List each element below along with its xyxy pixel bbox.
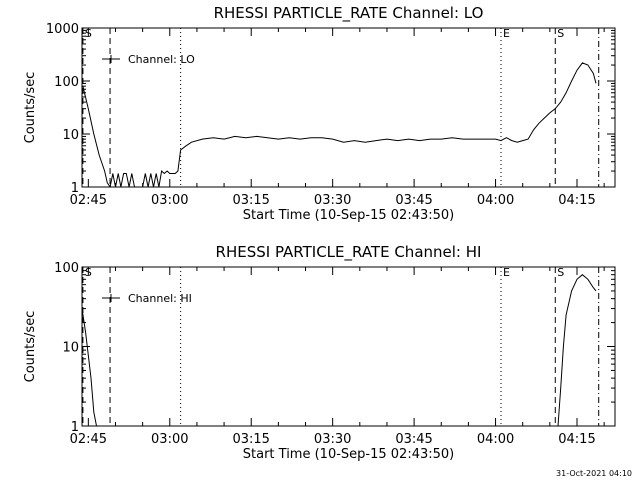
x-tick-label: 04:15 [558, 432, 595, 447]
x-tick-label: 04:00 [477, 432, 514, 447]
x-tick-label: 04:15 [558, 193, 595, 208]
event-marker-label: E [503, 266, 510, 279]
series-line-1 [82, 62, 597, 187]
x-tick-label: 02:45 [70, 432, 107, 447]
chart-panel-1: RHESSI PARTICLE_RATE Channel: LO 1 10 100 10… [23, 4, 616, 223]
y-tick-label: 100 [54, 75, 79, 90]
y-tick-label: 1000 [46, 22, 79, 37]
x-tick-label: 03:45 [395, 432, 432, 447]
legend-entry: Channel: HI [128, 292, 192, 305]
x-tick-label: 03:00 [151, 193, 188, 208]
x-tick-label: 03:45 [395, 193, 432, 208]
series-line-1 [82, 308, 97, 426]
y-axis-label: Counts/sec [23, 72, 38, 144]
x-tick-label: 04:00 [477, 193, 514, 208]
event-marker-label: S [557, 27, 564, 40]
event-marker-label: S [85, 27, 92, 40]
event-marker-label: S [557, 266, 564, 279]
y-tick-label: 1 [71, 420, 79, 435]
chart-title: RHESSI PARTICLE_RATE Channel: LO [214, 4, 484, 23]
legend-entry: Channel: LO [128, 53, 195, 66]
chart-title: RHESSI PARTICLE_RATE Channel: HI [216, 243, 482, 262]
event-marker-label: E [503, 27, 510, 40]
x-tick-label: 03:15 [232, 432, 269, 447]
x-axis-label: Start Time (10-Sep-15 02:43:50) [243, 447, 454, 462]
chart-panel-2: RHESSI PARTICLE_RATE Channel: HI 1 10 100 Co… [23, 243, 616, 462]
series-line-2 [557, 274, 597, 426]
x-axis-label: Start Time (10-Sep-15 02:43:50) [243, 208, 454, 223]
x-tick-label: 03:00 [151, 432, 188, 447]
y-tick-label: 10 [62, 128, 79, 143]
x-tick-label: 03:30 [314, 193, 351, 208]
y-tick-label: 1 [71, 181, 79, 196]
y-tick-label: 100 [54, 261, 79, 276]
footer-timestamp: 31-Oct-2021 04:10 [556, 469, 632, 478]
x-tick-label: 03:15 [232, 193, 269, 208]
plot-frame [81, 27, 616, 188]
x-tick-label: 03:30 [314, 432, 351, 447]
event-marker-label: S [85, 266, 92, 279]
y-tick-label: 10 [62, 341, 79, 356]
plot-frame [81, 266, 616, 427]
y-axis-label: Counts/sec [23, 311, 38, 383]
x-tick-label: 02:45 [70, 193, 107, 208]
